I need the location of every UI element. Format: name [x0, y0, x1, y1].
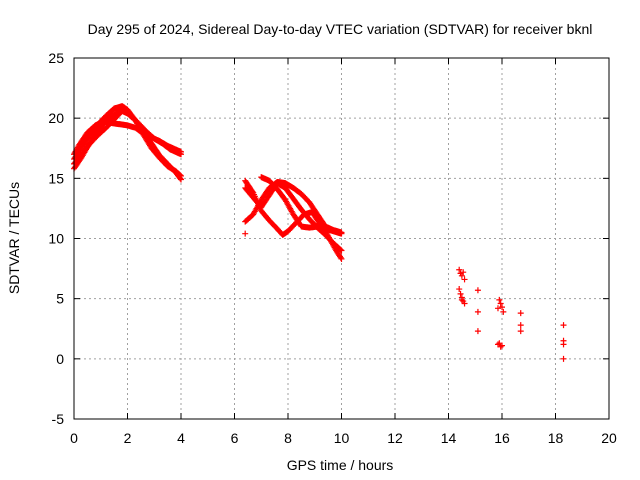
x-tick-label: 16	[494, 430, 510, 446]
data-point	[499, 342, 505, 349]
grid	[74, 58, 609, 419]
data-points	[71, 103, 567, 362]
series-arc3	[71, 118, 184, 183]
x-tick-label: 20	[601, 430, 617, 446]
data-point	[338, 230, 345, 237]
data-point	[494, 305, 501, 312]
y-axis-label: SDTVAR / TECUs	[6, 182, 22, 294]
data-point	[461, 300, 468, 307]
y-tick-label: 20	[48, 110, 64, 126]
x-tick-label: 0	[70, 430, 78, 446]
data-point	[560, 355, 567, 362]
data-point	[242, 230, 249, 237]
x-tick-label: 14	[441, 430, 457, 446]
data-point	[494, 341, 501, 348]
data-point	[337, 246, 344, 253]
data-point	[497, 300, 504, 307]
chart-title: Day 295 of 2024, Sidereal Day-to-day VTE…	[88, 21, 593, 37]
y-tick-label: 25	[48, 50, 64, 66]
data-point	[499, 304, 505, 311]
ticks: 0 2 4 6 8 10 12 14 16 18 20 -5 0 5 10 15 20 25	[48, 50, 617, 446]
data-point	[517, 322, 524, 329]
data-point	[177, 175, 184, 182]
data-point	[457, 290, 464, 297]
series-arc4	[71, 107, 184, 167]
x-tick-label: 8	[284, 430, 292, 446]
data-point	[474, 328, 481, 335]
data-point	[517, 310, 524, 317]
data-point	[458, 272, 465, 279]
data-point	[500, 308, 507, 315]
data-point	[337, 254, 344, 261]
data-point	[461, 276, 468, 283]
data-point	[456, 286, 463, 293]
x-axis-label: GPS time / hours	[287, 457, 394, 473]
data-point	[338, 255, 345, 262]
series-scattered	[242, 230, 567, 362]
series-arc8	[258, 174, 345, 237]
data-point	[474, 287, 481, 294]
x-tick-label: 2	[124, 430, 132, 446]
y-tick-label: 5	[56, 291, 64, 307]
data-point	[474, 308, 481, 315]
x-tick-label: 4	[177, 430, 185, 446]
data-point	[560, 322, 567, 329]
data-point	[456, 266, 463, 273]
data-point	[178, 148, 184, 155]
y-tick-label: 0	[56, 351, 64, 367]
x-tick-label: 10	[334, 430, 350, 446]
data-point	[496, 296, 503, 303]
data-point	[178, 176, 184, 183]
y-tick-label: -5	[52, 411, 65, 427]
x-tick-label: 18	[548, 430, 564, 446]
x-tick-label: 6	[231, 430, 239, 446]
y-tick-label: 15	[48, 170, 64, 186]
y-tick-label: 10	[48, 231, 64, 247]
data-point	[458, 296, 465, 303]
data-point	[338, 247, 345, 254]
data-point	[517, 328, 524, 335]
data-point	[460, 269, 467, 276]
data-point	[560, 341, 567, 348]
x-tick-label: 12	[387, 430, 403, 446]
